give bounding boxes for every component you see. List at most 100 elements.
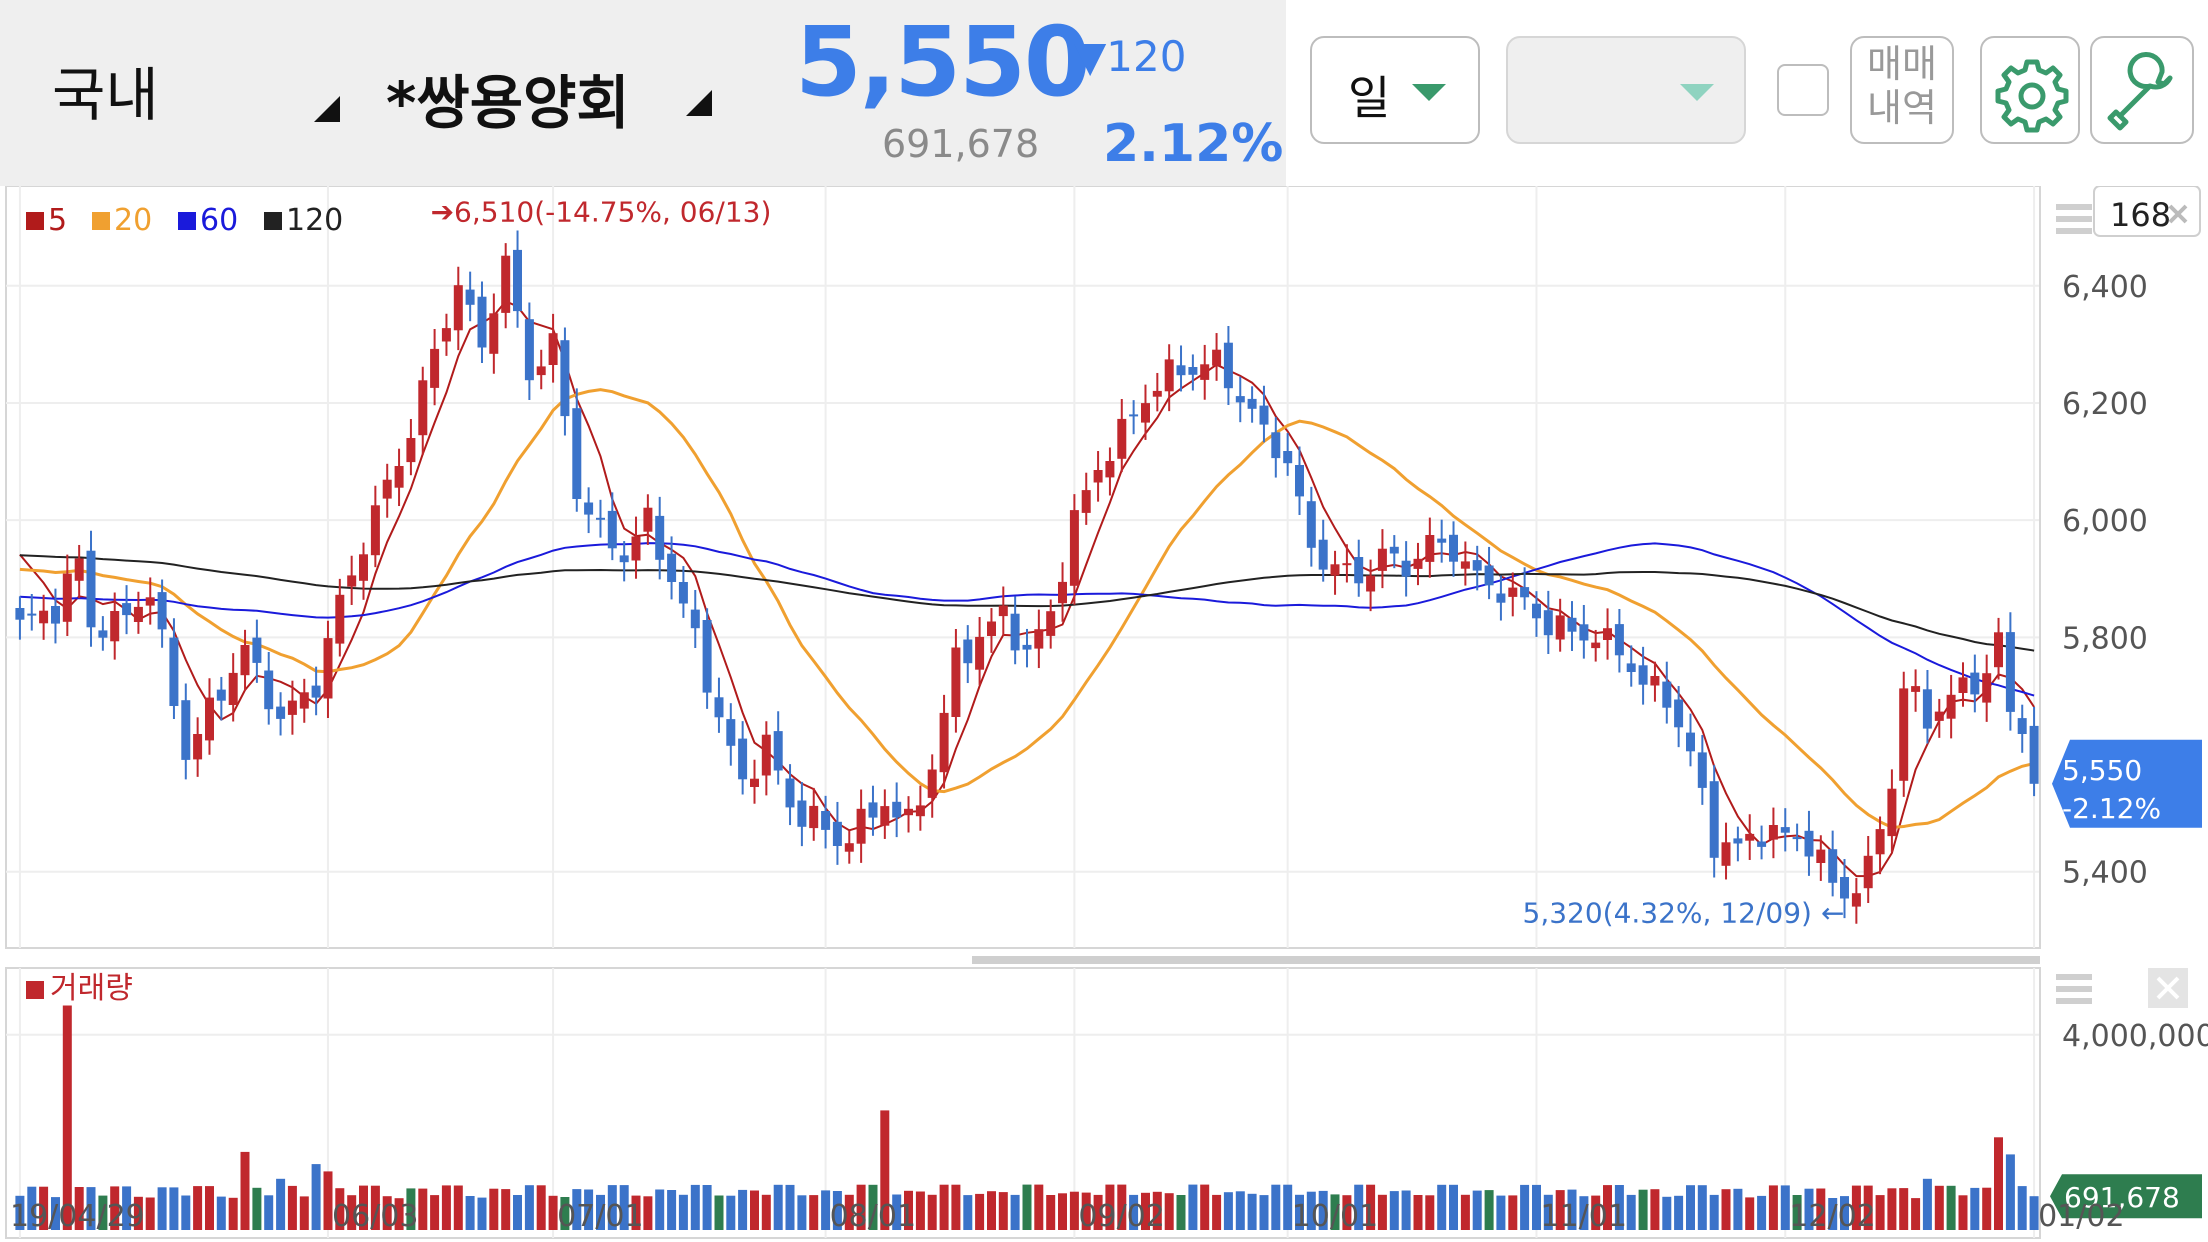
close-icon: [2156, 976, 2180, 1000]
candle: [797, 800, 807, 827]
indicator-select[interactable]: [1506, 36, 1746, 144]
date-tick-label: 07/01: [557, 1199, 643, 1234]
volume-bar: [1425, 1195, 1435, 1230]
candle: [311, 685, 321, 698]
volume-bar: [987, 1191, 996, 1230]
candle: [761, 734, 771, 776]
volume-bar: [276, 1178, 286, 1230]
candle: [1354, 557, 1364, 584]
candle: [1851, 893, 1861, 907]
candle: [1022, 644, 1032, 650]
candle: [655, 515, 665, 560]
volume-bar: [1638, 1189, 1648, 1230]
count-value: 168: [2110, 196, 2171, 234]
volume-bar: [1851, 1185, 1861, 1230]
candle: [1934, 711, 1944, 721]
trade-history-label-1: 매매: [1867, 42, 1937, 86]
stock-dropdown-icon[interactable]: [686, 90, 712, 116]
candle: [1958, 677, 1968, 693]
current-price: 5,550: [795, 6, 1091, 118]
period-select[interactable]: 일: [1310, 36, 1480, 144]
candle: [1460, 561, 1470, 569]
candle: [1757, 841, 1767, 847]
volume-bar: [122, 1186, 132, 1230]
volume-bar: [453, 1185, 463, 1230]
volume-bar: [1472, 1190, 1482, 1230]
market-dropdown-icon[interactable]: [314, 96, 340, 122]
volume-bar: [1141, 1192, 1150, 1230]
volume-bar: [939, 1184, 949, 1230]
candle: [1603, 628, 1612, 640]
volume-bar: [74, 1187, 84, 1230]
candle: [2017, 718, 2027, 734]
candle: [678, 582, 688, 604]
volume-bar: [868, 1184, 878, 1230]
stock-select[interactable]: *쌍용양회: [386, 69, 630, 137]
volume-bar: [465, 1196, 475, 1230]
volume-bar: [1200, 1184, 1210, 1230]
volume-bar: [1401, 1190, 1411, 1230]
candle: [1733, 838, 1743, 844]
volume-bar: [27, 1186, 37, 1230]
candle: [1911, 686, 1921, 692]
volume-bar: [1058, 1193, 1067, 1230]
chevron-down-icon: [1412, 84, 1446, 101]
candle: [122, 603, 132, 616]
volume-bar: [1994, 1137, 2003, 1230]
candle: [1413, 558, 1423, 569]
volume-bar: [1271, 1184, 1281, 1230]
volume-menu-icon[interactable]: [2056, 974, 2092, 1004]
volume-bar: [1958, 1195, 1968, 1230]
candle: [86, 550, 96, 628]
ma-legend: 5 20 60 120: [26, 203, 343, 238]
volume-bar: [548, 1195, 558, 1230]
volume-bar: [726, 1195, 736, 1230]
stock-chart[interactable]: 6,400 6,200 6,000 5,800 5,400 5,550 -2.12% 5 20…: [0, 186, 2208, 1242]
market-select[interactable]: 국내: [52, 61, 159, 129]
date-tick-label: 10/01: [1292, 1199, 1378, 1234]
count-box[interactable]: [2093, 186, 2201, 237]
candle: [1330, 564, 1340, 576]
volume-bar: [844, 1194, 854, 1230]
volume-bar: [1129, 1194, 1139, 1230]
volume-axis: 거래량 4,000,000 691,678: [26, 968, 2208, 1238]
volume-bar: [1603, 1185, 1612, 1230]
price-axis: 6,400 6,200 6,000 5,800 5,400 5,550 -2.12%: [2039, 186, 2202, 948]
candle: [1982, 673, 1992, 703]
volume-bar: [1709, 1194, 1719, 1230]
volume-bar: [1982, 1187, 1992, 1230]
volume-bar: [963, 1195, 973, 1230]
candle: [987, 621, 996, 636]
close-icon[interactable]: [2168, 204, 2188, 224]
candle: [501, 255, 511, 313]
volume-bar: [714, 1195, 724, 1230]
volume-bar: [252, 1187, 262, 1230]
settings-button[interactable]: [1980, 36, 2080, 144]
date-tick-label: 12/02: [1789, 1199, 1875, 1234]
volume-bar: [904, 1190, 913, 1230]
candle: [98, 630, 108, 638]
volume-bar: [1686, 1185, 1695, 1230]
volume-bar: [821, 1190, 831, 1230]
candle: [524, 319, 534, 381]
volume-bar: [1496, 1195, 1506, 1230]
volume-bar: [1117, 1184, 1127, 1230]
ma-line-60: [19, 542, 2035, 697]
candle: [631, 536, 641, 561]
menu-icon[interactable]: [2056, 204, 2092, 234]
volume-bar: [738, 1189, 748, 1230]
date-tick-label: 01/02: [2038, 1199, 2124, 1234]
candle: [1425, 535, 1435, 562]
candle: [1247, 398, 1257, 409]
legend-label-60: 60: [200, 203, 238, 238]
volume-bar: [1591, 1195, 1601, 1230]
candle: [394, 466, 404, 488]
candle: [74, 558, 84, 581]
volume-bar: [1105, 1184, 1115, 1230]
volume-bar: [513, 1195, 522, 1230]
compare-checkbox[interactable]: [1777, 64, 1829, 116]
trade-history-button[interactable]: 매매 내역: [1850, 36, 1954, 144]
wrench-icon: [2107, 52, 2173, 131]
volume-bar: [1567, 1189, 1577, 1230]
tools-button[interactable]: [2090, 36, 2194, 144]
